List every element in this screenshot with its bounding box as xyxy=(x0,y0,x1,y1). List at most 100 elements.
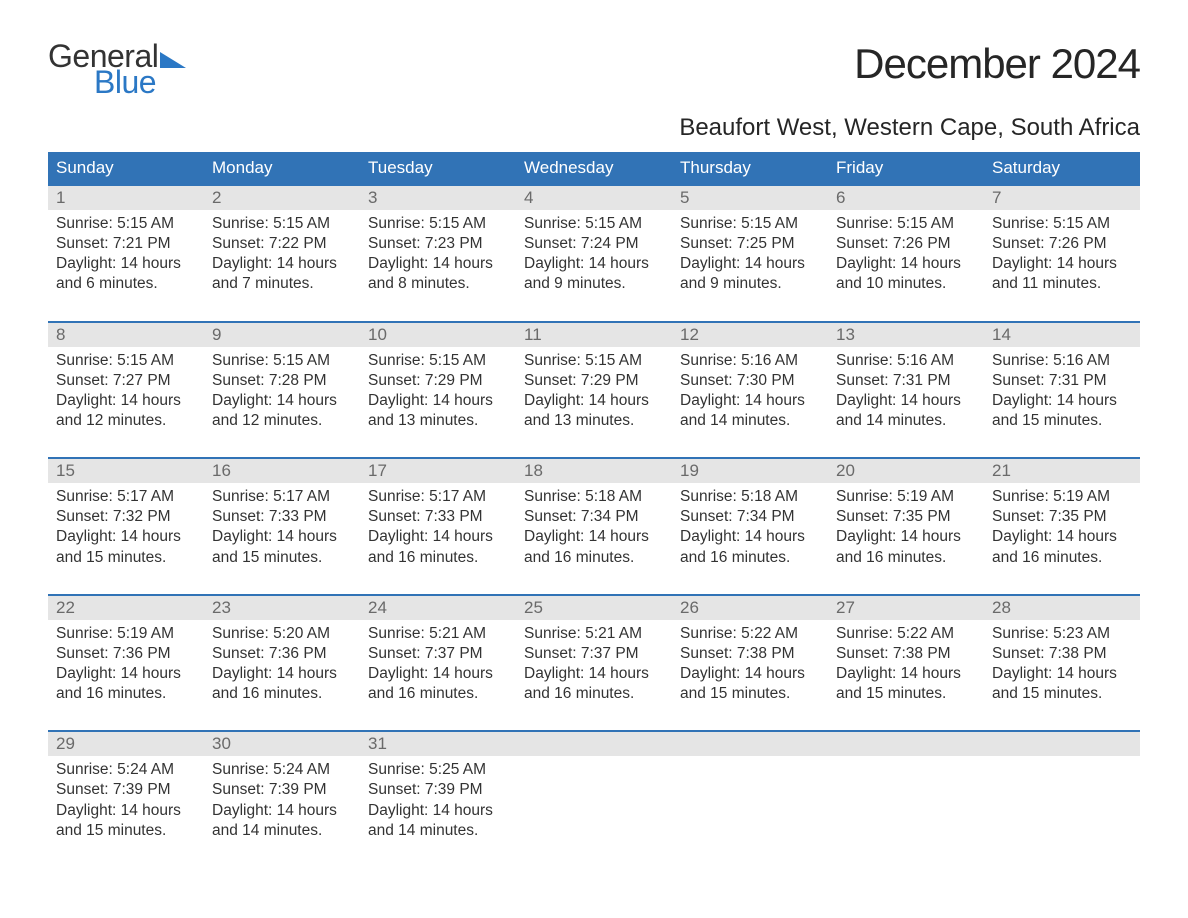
sunset-text: Sunset: 7:34 PM xyxy=(524,507,664,527)
daylight-line2: and 14 minutes. xyxy=(836,411,976,431)
day-cell: Sunrise: 5:17 AMSunset: 7:32 PMDaylight:… xyxy=(48,483,204,594)
day-cell xyxy=(672,756,828,867)
daylight-line2: and 14 minutes. xyxy=(368,821,508,841)
day-number: 16 xyxy=(204,459,360,483)
daylight-line2: and 16 minutes. xyxy=(524,548,664,568)
daylight-line2: and 9 minutes. xyxy=(524,274,664,294)
sunrise-text: Sunrise: 5:16 AM xyxy=(836,351,976,371)
sunrise-text: Sunrise: 5:15 AM xyxy=(680,214,820,234)
sunrise-text: Sunrise: 5:22 AM xyxy=(680,624,820,644)
day-number: 14 xyxy=(984,323,1140,347)
daylight-line2: and 16 minutes. xyxy=(56,684,196,704)
day-cell: Sunrise: 5:15 AMSunset: 7:26 PMDaylight:… xyxy=(984,210,1140,321)
sunset-text: Sunset: 7:39 PM xyxy=(368,780,508,800)
daylight-line2: and 13 minutes. xyxy=(368,411,508,431)
day-cell xyxy=(828,756,984,867)
calendar-header-cell: Saturday xyxy=(984,152,1140,184)
sunset-text: Sunset: 7:39 PM xyxy=(56,780,196,800)
sunset-text: Sunset: 7:38 PM xyxy=(680,644,820,664)
location-subtitle: Beaufort West, Western Cape, South Afric… xyxy=(48,114,1140,142)
day-number: 13 xyxy=(828,323,984,347)
sunset-text: Sunset: 7:31 PM xyxy=(836,371,976,391)
day-number: 1 xyxy=(48,186,204,210)
sunrise-text: Sunrise: 5:17 AM xyxy=(368,487,508,507)
sunset-text: Sunset: 7:38 PM xyxy=(992,644,1132,664)
sunrise-text: Sunrise: 5:15 AM xyxy=(524,351,664,371)
day-cell: Sunrise: 5:15 AMSunset: 7:21 PMDaylight:… xyxy=(48,210,204,321)
sunrise-text: Sunrise: 5:15 AM xyxy=(836,214,976,234)
daylight-line1: Daylight: 14 hours xyxy=(212,801,352,821)
daylight-line2: and 16 minutes. xyxy=(524,684,664,704)
daylight-line1: Daylight: 14 hours xyxy=(836,527,976,547)
day-number-row: 15161718192021 xyxy=(48,459,1140,483)
day-cell: Sunrise: 5:20 AMSunset: 7:36 PMDaylight:… xyxy=(204,620,360,731)
daylight-line2: and 10 minutes. xyxy=(836,274,976,294)
header: General Blue December 2024 xyxy=(48,40,1140,98)
daylight-line2: and 16 minutes. xyxy=(368,684,508,704)
sunset-text: Sunset: 7:27 PM xyxy=(56,371,196,391)
day-cell: Sunrise: 5:16 AMSunset: 7:30 PMDaylight:… xyxy=(672,347,828,458)
daylight-line2: and 16 minutes. xyxy=(680,548,820,568)
sunrise-text: Sunrise: 5:17 AM xyxy=(212,487,352,507)
daylight-line2: and 16 minutes. xyxy=(992,548,1132,568)
calendar-header-cell: Sunday xyxy=(48,152,204,184)
sunrise-text: Sunrise: 5:16 AM xyxy=(992,351,1132,371)
day-cell: Sunrise: 5:15 AMSunset: 7:29 PMDaylight:… xyxy=(516,347,672,458)
sunset-text: Sunset: 7:33 PM xyxy=(212,507,352,527)
day-cell: Sunrise: 5:15 AMSunset: 7:22 PMDaylight:… xyxy=(204,210,360,321)
daylight-line1: Daylight: 14 hours xyxy=(836,664,976,684)
calendar-week: 1234567Sunrise: 5:15 AMSunset: 7:21 PMDa… xyxy=(48,184,1140,321)
sunset-text: Sunset: 7:33 PM xyxy=(368,507,508,527)
sunset-text: Sunset: 7:22 PM xyxy=(212,234,352,254)
sunset-text: Sunset: 7:32 PM xyxy=(56,507,196,527)
day-number: 28 xyxy=(984,596,1140,620)
calendar-header-cell: Tuesday xyxy=(360,152,516,184)
sunset-text: Sunset: 7:29 PM xyxy=(524,371,664,391)
daylight-line1: Daylight: 14 hours xyxy=(992,664,1132,684)
daylight-line2: and 15 minutes. xyxy=(680,684,820,704)
sunset-text: Sunset: 7:35 PM xyxy=(992,507,1132,527)
day-number-row: 293031 xyxy=(48,732,1140,756)
sunrise-text: Sunrise: 5:19 AM xyxy=(56,624,196,644)
day-cell: Sunrise: 5:17 AMSunset: 7:33 PMDaylight:… xyxy=(204,483,360,594)
sunrise-text: Sunrise: 5:15 AM xyxy=(56,214,196,234)
daylight-line1: Daylight: 14 hours xyxy=(680,664,820,684)
day-cell: Sunrise: 5:24 AMSunset: 7:39 PMDaylight:… xyxy=(204,756,360,867)
sunset-text: Sunset: 7:39 PM xyxy=(212,780,352,800)
calendar-header-cell: Thursday xyxy=(672,152,828,184)
day-cell: Sunrise: 5:16 AMSunset: 7:31 PMDaylight:… xyxy=(828,347,984,458)
day-number: 10 xyxy=(360,323,516,347)
day-number-row: 1234567 xyxy=(48,186,1140,210)
daylight-line1: Daylight: 14 hours xyxy=(56,254,196,274)
daylight-line1: Daylight: 14 hours xyxy=(212,664,352,684)
sunrise-text: Sunrise: 5:15 AM xyxy=(56,351,196,371)
daylight-line2: and 8 minutes. xyxy=(368,274,508,294)
day-number: 8 xyxy=(48,323,204,347)
day-cell: Sunrise: 5:15 AMSunset: 7:26 PMDaylight:… xyxy=(828,210,984,321)
daylight-line1: Daylight: 14 hours xyxy=(992,254,1132,274)
day-cell: Sunrise: 5:19 AMSunset: 7:35 PMDaylight:… xyxy=(828,483,984,594)
day-number: 30 xyxy=(204,732,360,756)
daylight-line2: and 15 minutes. xyxy=(56,548,196,568)
sunrise-text: Sunrise: 5:15 AM xyxy=(992,214,1132,234)
daylight-line1: Daylight: 14 hours xyxy=(368,527,508,547)
day-cell: Sunrise: 5:25 AMSunset: 7:39 PMDaylight:… xyxy=(360,756,516,867)
sunrise-text: Sunrise: 5:19 AM xyxy=(836,487,976,507)
sunset-text: Sunset: 7:26 PM xyxy=(836,234,976,254)
day-cell: Sunrise: 5:15 AMSunset: 7:27 PMDaylight:… xyxy=(48,347,204,458)
daylight-line1: Daylight: 14 hours xyxy=(212,391,352,411)
day-number: 11 xyxy=(516,323,672,347)
day-number xyxy=(828,732,984,756)
sunset-text: Sunset: 7:31 PM xyxy=(992,371,1132,391)
daylight-line1: Daylight: 14 hours xyxy=(836,254,976,274)
daylight-line1: Daylight: 14 hours xyxy=(56,664,196,684)
daylight-line2: and 15 minutes. xyxy=(212,548,352,568)
day-number: 15 xyxy=(48,459,204,483)
sunrise-text: Sunrise: 5:15 AM xyxy=(524,214,664,234)
daylight-line2: and 14 minutes. xyxy=(212,821,352,841)
day-number: 12 xyxy=(672,323,828,347)
sunset-text: Sunset: 7:30 PM xyxy=(680,371,820,391)
sunrise-text: Sunrise: 5:17 AM xyxy=(56,487,196,507)
sunrise-text: Sunrise: 5:24 AM xyxy=(212,760,352,780)
daylight-line1: Daylight: 14 hours xyxy=(680,527,820,547)
